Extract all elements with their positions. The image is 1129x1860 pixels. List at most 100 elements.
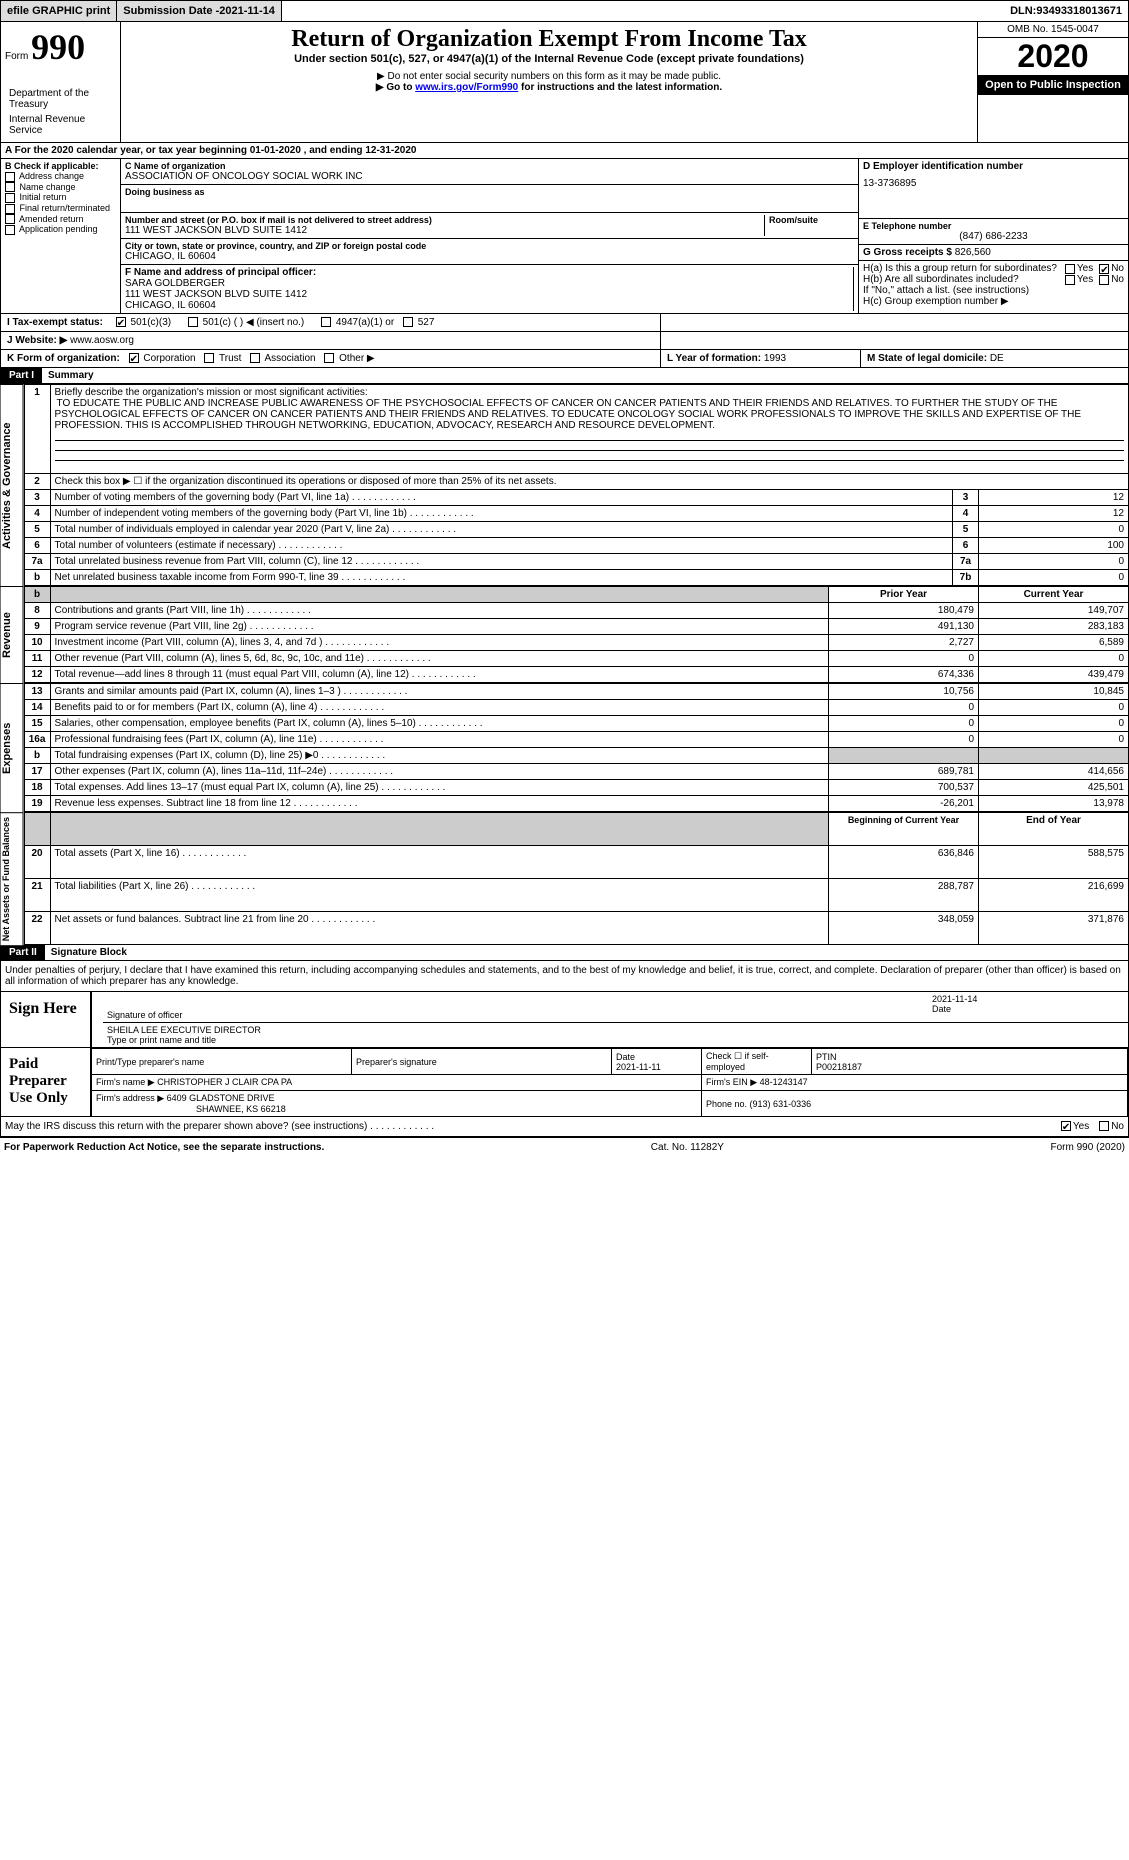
- hb-yes: Yes: [1077, 274, 1093, 285]
- side-label-net: Net Assets or Fund Balances: [0, 812, 24, 945]
- table-row: bTotal fundraising expenses (Part IX, co…: [24, 748, 1128, 764]
- discuss-no-checkbox[interactable]: [1099, 1121, 1109, 1131]
- side-label-rev: Revenue: [0, 586, 24, 683]
- efile-print-button[interactable]: efile GRAPHIC print: [1, 1, 117, 21]
- other-checkbox[interactable]: [324, 353, 334, 363]
- table-row: 6Total number of volunteers (estimate if…: [24, 538, 1128, 554]
- sig-date-label: Date: [932, 1004, 951, 1014]
- rev-table: b Prior Year Current Year 8Contributions…: [24, 586, 1129, 683]
- table-row: 4Number of independent voting members of…: [24, 506, 1128, 522]
- phone-value: (847) 686-2233: [863, 231, 1124, 242]
- firm-addr-label: Firm's address ▶: [96, 1093, 167, 1103]
- ha-no-checkbox[interactable]: [1099, 264, 1109, 274]
- assoc-checkbox[interactable]: [250, 353, 260, 363]
- hb-note: If "No," attach a list. (see instruction…: [863, 285, 1124, 296]
- footer-mid: Cat. No. 11282Y: [651, 1142, 724, 1153]
- 501c3-checkbox[interactable]: [116, 317, 126, 327]
- opt-other: Other ▶: [339, 353, 374, 364]
- box-b-checkbox[interactable]: [5, 204, 15, 214]
- hb-label: H(b) Are all subordinates included?: [863, 274, 1065, 285]
- discuss-yes-checkbox[interactable]: [1061, 1121, 1071, 1131]
- row-m-label: M State of legal domicile:: [867, 353, 990, 364]
- org-name: ASSOCIATION OF ONCOLOGY SOCIAL WORK INC: [125, 171, 854, 182]
- ha-label: H(a) Is this a group return for subordin…: [863, 263, 1065, 274]
- box-b-checkbox[interactable]: [5, 182, 15, 192]
- part1-net: Net Assets or Fund Balances Beginning of…: [0, 812, 1129, 945]
- submission-value: 2021-11-14: [219, 5, 275, 17]
- ha-yes: Yes: [1077, 263, 1093, 274]
- part1-title: Summary: [42, 370, 94, 381]
- table-row: 7aTotal unrelated business revenue from …: [24, 554, 1128, 570]
- firm-city: SHAWNEE, KS 66218: [196, 1104, 286, 1114]
- sig-officer-label: Signature of officer: [107, 1010, 182, 1020]
- box-b-checkbox[interactable]: [5, 193, 15, 203]
- box-f-label: F Name and address of principal officer:: [125, 267, 849, 278]
- side-label-exp: Expenses: [0, 683, 24, 812]
- paid-preparer: Paid Preparer Use Only: [1, 1048, 91, 1116]
- dba-label: Doing business as: [125, 187, 854, 197]
- signature-block: Under penalties of perjury, I declare th…: [0, 961, 1129, 1137]
- 501c-checkbox[interactable]: [188, 317, 198, 327]
- box-b-checkbox[interactable]: [5, 225, 15, 235]
- table-row: 3Number of voting members of the governi…: [24, 490, 1128, 506]
- hb-yes-checkbox[interactable]: [1065, 275, 1075, 285]
- row-i: I Tax-exempt status: 501(c)(3) 501(c) ( …: [1, 314, 661, 331]
- box-b-header: B Check if applicable:: [5, 161, 116, 171]
- gov-table: 1 Briefly describe the organization's mi…: [24, 384, 1129, 586]
- box-b-checkbox[interactable]: [5, 172, 15, 182]
- part2-num: Part II: [1, 945, 45, 960]
- opt-501c: 501(c) ( ) ◀ (insert no.): [203, 317, 305, 328]
- table-row: 12Total revenue—add lines 8 through 11 (…: [24, 667, 1128, 683]
- submission-label: Submission Date -: [123, 5, 219, 17]
- part1-rev: Revenue b Prior Year Current Year 8Contr…: [0, 586, 1129, 683]
- box-d: D Employer identification number 13-3736…: [859, 159, 1128, 219]
- hb-no-checkbox[interactable]: [1099, 275, 1109, 285]
- dept-irs: Internal Revenue Service: [5, 112, 116, 138]
- col-c: C Name of organization ASSOCIATION OF ON…: [121, 159, 858, 313]
- dln-label: DLN:: [1010, 5, 1036, 17]
- part2-header: Part II Signature Block: [0, 945, 1129, 961]
- footer-left: For Paperwork Reduction Act Notice, see …: [4, 1142, 324, 1153]
- table-row: 13Grants and similar amounts paid (Part …: [24, 684, 1128, 700]
- trust-checkbox[interactable]: [204, 353, 214, 363]
- table-row: 17Other expenses (Part IX, column (A), l…: [24, 764, 1128, 780]
- row-l-label: L Year of formation:: [667, 353, 764, 364]
- irs-link[interactable]: www.irs.gov/Form990: [415, 82, 518, 93]
- box-c-name: C Name of organization ASSOCIATION OF ON…: [121, 159, 858, 185]
- sign-here: Sign Here: [1, 992, 91, 1047]
- form-number-col: Form 990 Department of the Treasury Inte…: [1, 22, 121, 142]
- discuss-row: May the IRS discuss this return with the…: [1, 1117, 1128, 1136]
- box-b-item: Address change: [5, 171, 116, 182]
- table-row: 15Salaries, other compensation, employee…: [24, 716, 1128, 732]
- box-b-checkbox[interactable]: [5, 214, 15, 224]
- box-h: H(a) Is this a group return for subordin…: [859, 261, 1128, 309]
- firm-addr: 6409 GLADSTONE DRIVE: [167, 1093, 275, 1103]
- col-end: End of Year: [979, 813, 1129, 846]
- open-inspection: Open to Public Inspection: [978, 75, 1128, 95]
- footer: For Paperwork Reduction Act Notice, see …: [0, 1137, 1129, 1157]
- title-col: Return of Organization Exempt From Incom…: [121, 22, 978, 142]
- submission-date: Submission Date - 2021-11-14: [117, 1, 282, 21]
- ha-yes-checkbox[interactable]: [1065, 264, 1075, 274]
- officer-name: SARA GOLDBERGER: [125, 278, 849, 289]
- col-d: D Employer identification number 13-3736…: [858, 159, 1128, 313]
- corp-checkbox[interactable]: [129, 353, 139, 363]
- discuss-label: May the IRS discuss this return with the…: [5, 1121, 434, 1132]
- table-row: 16aProfessional fundraising fees (Part I…: [24, 732, 1128, 748]
- row-a-period: A For the 2020 calendar year, or tax yea…: [0, 143, 1129, 159]
- street-label: Number and street (or P.O. box if mail i…: [125, 215, 764, 225]
- 527-checkbox[interactable]: [403, 317, 413, 327]
- net-table: Beginning of Current Year End of Year 20…: [24, 812, 1129, 945]
- footer-right: Form 990 (2020): [1051, 1142, 1125, 1153]
- q2-text: Check this box ▶ ☐ if the organization d…: [50, 474, 1128, 490]
- ptin-label: PTIN: [816, 1052, 837, 1062]
- form-subtitle: Under section 501(c), 527, or 4947(a)(1)…: [125, 53, 973, 65]
- box-c-city: City or town, state or province, country…: [121, 239, 858, 265]
- row-i-label: I Tax-exempt status:: [7, 317, 103, 328]
- table-row: 11Other revenue (Part VIII, column (A), …: [24, 651, 1128, 667]
- dln: DLN: 93493318013671: [1004, 1, 1128, 21]
- phone-label: E Telephone number: [863, 221, 1124, 231]
- 4947-checkbox[interactable]: [321, 317, 331, 327]
- year-col: OMB No. 1545-0047 2020 Open to Public In…: [978, 22, 1128, 142]
- row-i-j: I Tax-exempt status: 501(c)(3) 501(c) ( …: [0, 314, 1129, 332]
